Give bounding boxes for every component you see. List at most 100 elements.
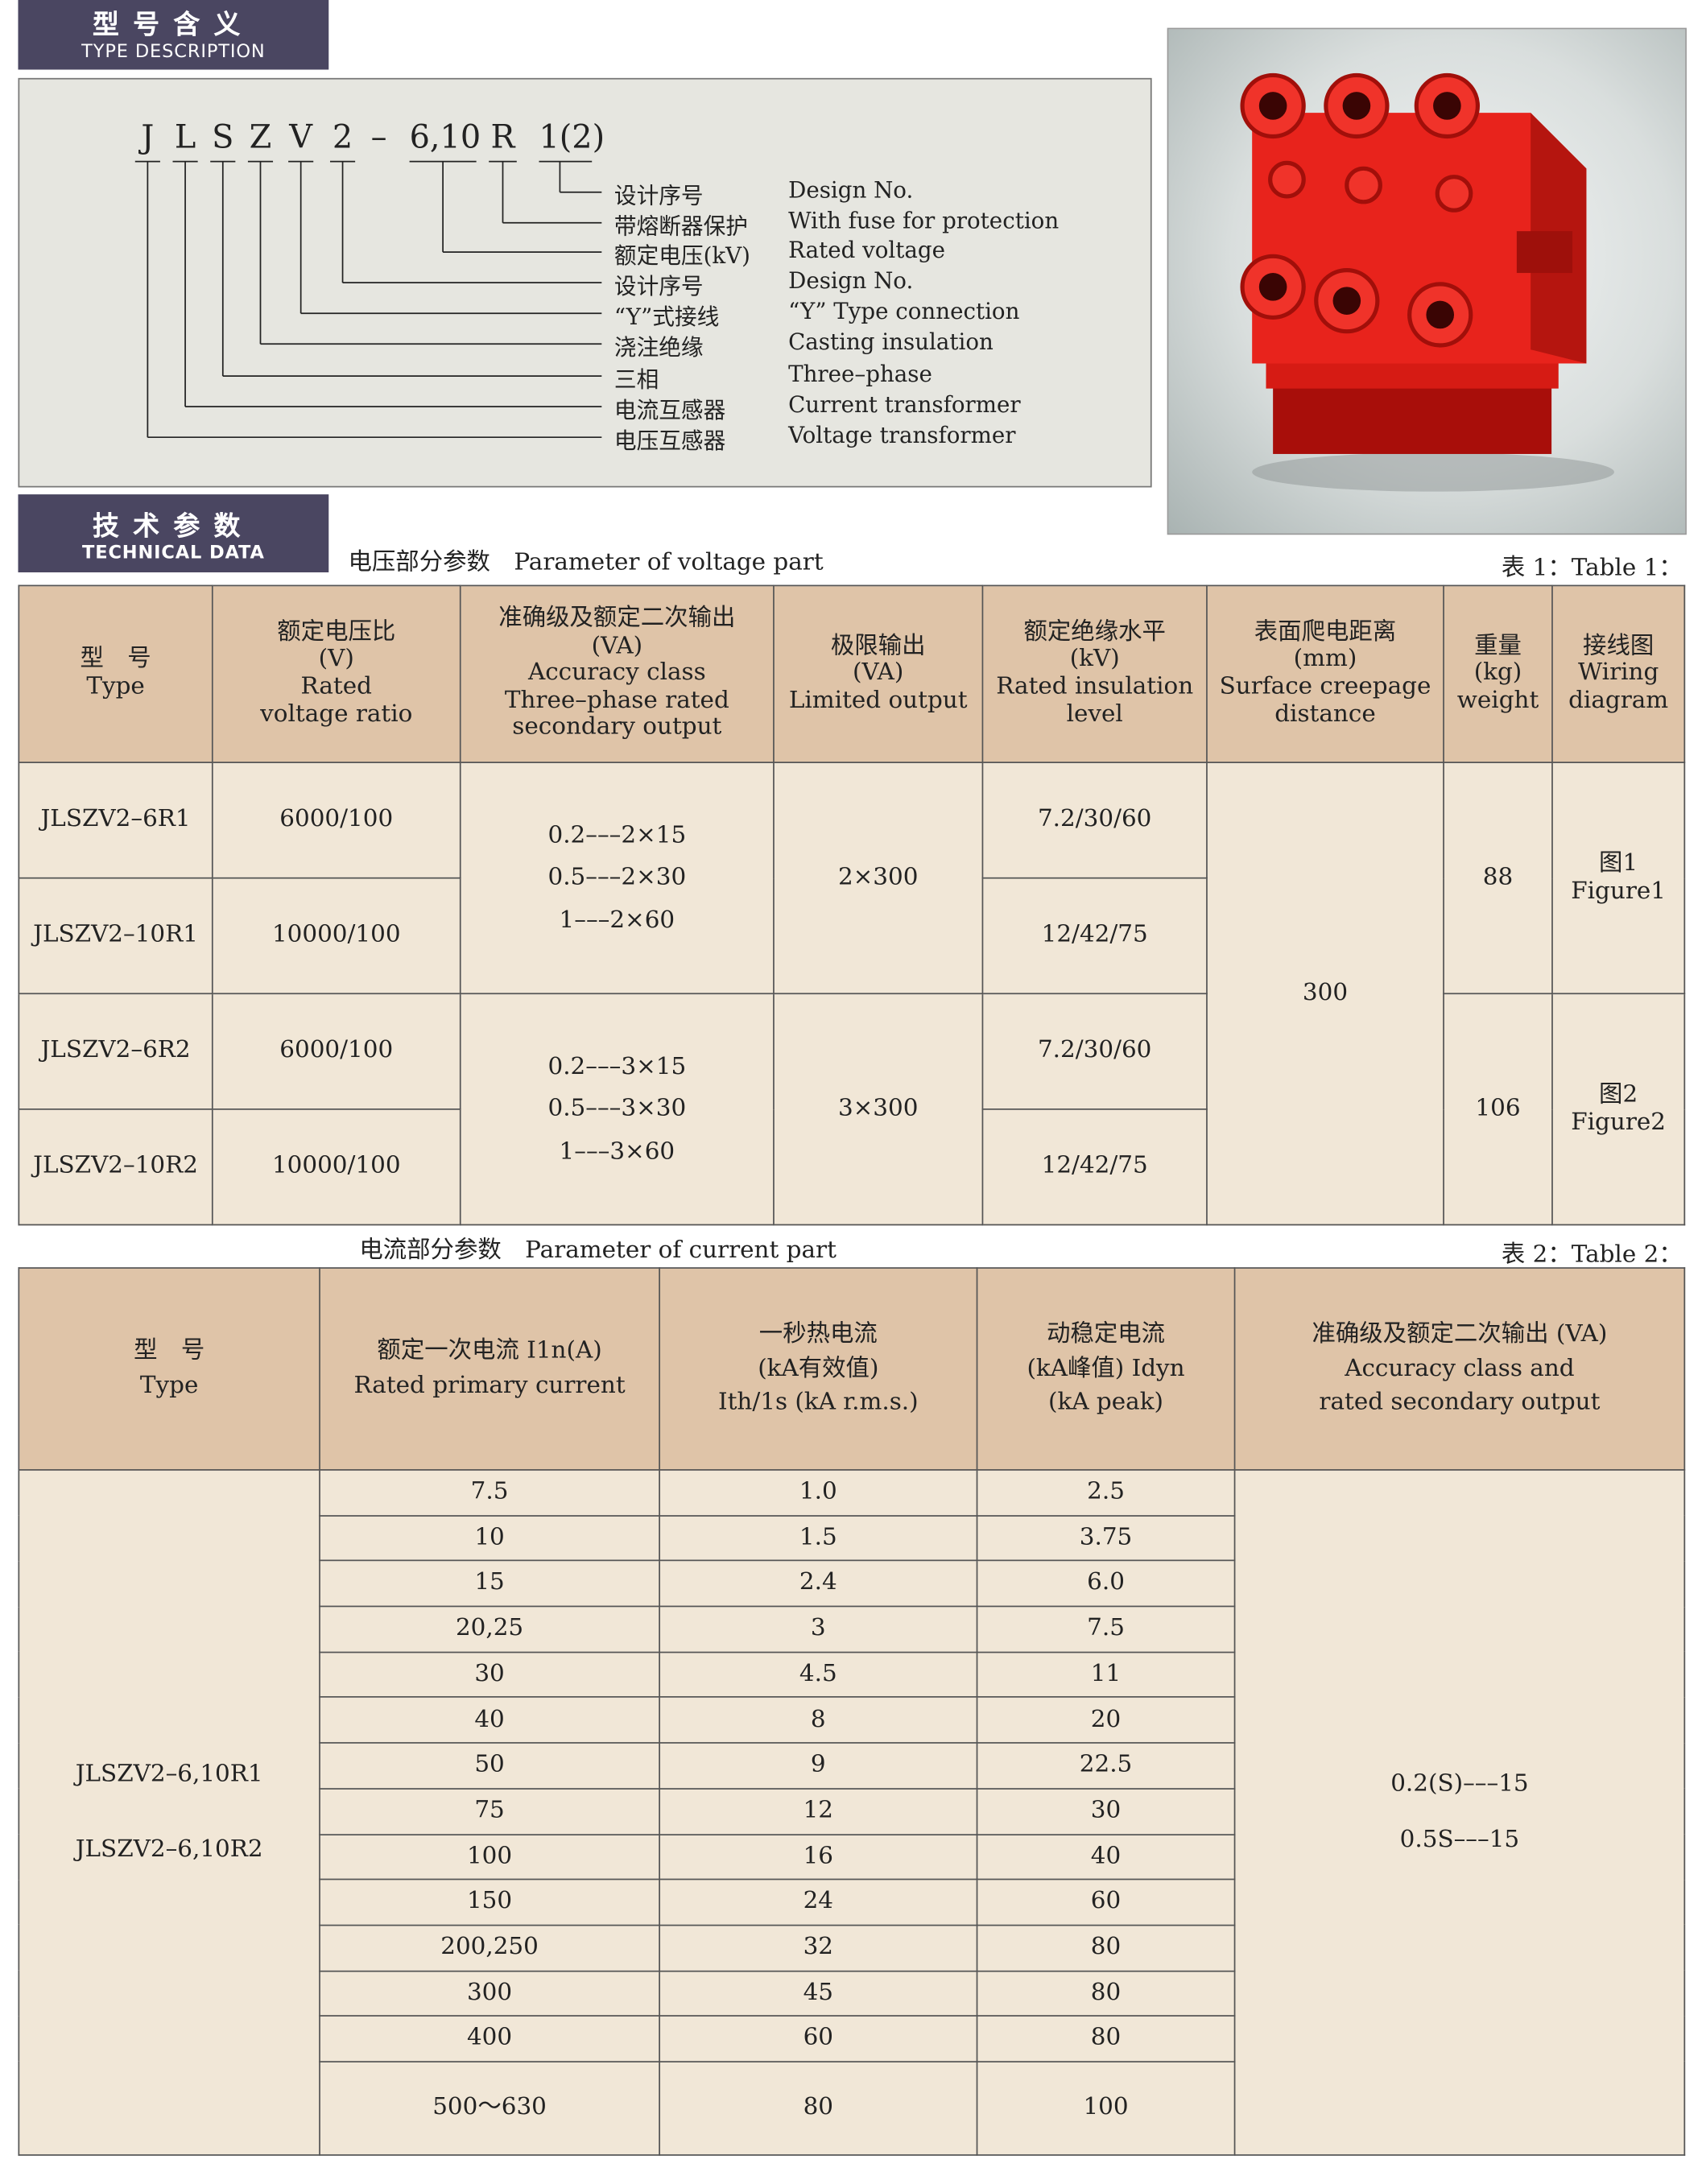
primary-current-cell: 20,25: [319, 1605, 660, 1653]
table1-header-cell: 重量 (kg) weight: [1443, 584, 1553, 763]
table1-header-cell-line: (V): [318, 645, 354, 674]
accuracy-cell-line: 0.2–––3×15: [547, 1052, 687, 1080]
primary-current-cell: 40: [319, 1696, 660, 1744]
primary-current-cell: 30: [319, 1651, 660, 1699]
wiring-cell-line: 图2: [1599, 1080, 1638, 1109]
legend-cn: 电流互感器: [613, 397, 726, 423]
table1-header-cell-line: distance: [1274, 700, 1376, 728]
type-code-part: –: [370, 119, 387, 156]
table1-header-cell-line: (kV): [1069, 645, 1120, 674]
table1-header-cell-line: 额定绝缘水平: [1023, 617, 1166, 646]
table1-header-cell-line: 准确级及额定二次输出: [498, 604, 736, 633]
table-row: 200,250 32 80: [19, 1924, 1684, 1971]
dynamic-current-cell: 100: [976, 2061, 1236, 2156]
type-cell-line: JLSZV2–6,10R1: [75, 1760, 263, 1789]
table-row: JLSZV2–6R2 6000/100 0.2–––3×15 0.5–––3×30 1–…: [18, 993, 1686, 1226]
table1-header-cell-line: Limited output: [788, 686, 968, 715]
type-description-box: [18, 77, 1152, 488]
table1-header-cell-line: diagram: [1568, 686, 1669, 715]
accuracy-cell-line: 0.2–––2×15: [547, 820, 687, 849]
accuracy-cell-line: 1–––2×60: [559, 906, 675, 935]
legend-cn: 带熔断器保护: [613, 213, 748, 240]
accuracy-cell-line: 0.5–––2×30: [547, 863, 687, 892]
thermal-current-cell: 4.5: [659, 1651, 978, 1699]
wiring-cell-line: Figure1: [1571, 876, 1667, 905]
table2-header-cell: 额定一次电流 I1n(A) Rated primary current: [319, 1267, 660, 1471]
wiring-cell: 图2 Figure2: [1551, 993, 1686, 1226]
dynamic-current-cell: 22.5: [976, 1742, 1236, 1790]
table1-header-cell-line: (VA): [591, 631, 643, 660]
type-code-part: J: [141, 119, 155, 156]
table-row: 300 45 80: [19, 1970, 1684, 2017]
creepage-cell: 300: [1206, 762, 1444, 1226]
voltage-parameter-table: 型 号 Type 额定电压比 (V) Rated voltage ratio 准确级及额定二…: [18, 584, 1686, 1226]
primary-current-cell: 400: [319, 2015, 660, 2062]
table-row: 10 1.5 3.75: [19, 1514, 1684, 1562]
dynamic-current-cell: 20: [976, 1696, 1236, 1744]
legend-cn: “Y”式接线: [613, 303, 720, 330]
primary-current-cell: 75: [319, 1787, 660, 1835]
table-row: JLSZV2–10R1 10000/100 12/42/75: [18, 877, 1684, 995]
table2-header-cell-line: (kA有效值): [758, 1354, 879, 1383]
primary-current-cell: 10: [319, 1514, 660, 1562]
table2-header-cell-line: (kA峰值) Idyn: [1027, 1354, 1185, 1383]
table2-header-cell-line: Rated primary current: [353, 1371, 626, 1400]
thermal-current-cell: 1.5: [659, 1514, 978, 1562]
type-cell: JLSZV2–6R1: [18, 762, 213, 879]
table1-header-cell-line: Rated: [300, 672, 372, 701]
primary-current-cell: 100: [319, 1833, 660, 1881]
table-row: 150 24 60: [19, 1878, 1684, 1926]
legend-en: Casting insulation: [788, 328, 994, 356]
table2-header-row: 型 号 Type 额定一次电流 I1n(A) Rated primary curren…: [18, 1267, 1686, 1471]
table2-header-cell-line: Accuracy class and: [1345, 1354, 1575, 1383]
dynamic-current-cell: 80: [976, 1970, 1236, 2017]
primary-current-cell: 500～630: [319, 2061, 660, 2156]
dynamic-current-cell: 40: [976, 1833, 1236, 1881]
table-row: 30 4.5 11: [19, 1651, 1684, 1699]
thermal-current-cell: 45: [659, 1970, 978, 2017]
table-row: 20,25 3 7.5: [19, 1605, 1684, 1653]
type-code-part: L: [174, 119, 196, 156]
type-code-connector-lines: [134, 160, 602, 439]
table2-header-cell-line: Type: [139, 1371, 199, 1400]
table2-header-cell-line: 额定一次电流 I1n(A): [377, 1337, 602, 1365]
thermal-current-cell: 1.0: [659, 1469, 978, 1517]
legend-cn: 额定电压(kV): [613, 242, 750, 269]
table1-header-cell: 接线图 Wiring diagram: [1551, 584, 1686, 763]
type-cell: JLSZV2–6R2: [18, 993, 213, 1110]
table1-header-cell-line: weight: [1456, 686, 1539, 715]
limited-output-cell: 3×300: [773, 993, 984, 1226]
type-description-banner: 型号含义 TYPE DESCRIPTION: [18, 0, 329, 70]
product-photo: [1167, 27, 1687, 535]
legend-cn: 三相: [613, 365, 659, 393]
banner-title-en: TYPE DESCRIPTION: [81, 41, 266, 63]
dynamic-current-cell: 30: [976, 1787, 1236, 1835]
thermal-current-cell: 2.4: [659, 1560, 978, 1608]
table-row: 40 8 20: [19, 1696, 1684, 1744]
limited-output-cell: 2×300: [773, 762, 984, 995]
table-row: JLSZV2–6R1 6000/100 0.2–––2×15 0.5–––2×30 1–…: [18, 762, 1686, 1226]
type-cell: JLSZV2–10R1: [18, 877, 213, 995]
table1-header-cell-line: level: [1066, 700, 1123, 728]
table1-caption: 电压部分参数 Parameter of voltage part: [348, 548, 824, 577]
dynamic-current-cell: 11: [976, 1651, 1236, 1699]
insulation-cell: 7.2/30/60: [981, 993, 1208, 1110]
dynamic-current-cell: 3.75: [976, 1514, 1236, 1562]
thermal-current-cell: 16: [659, 1833, 978, 1881]
table1-header-cell-line: 型 号: [80, 645, 151, 674]
table1-header-cell: 额定绝缘水平 (kV) Rated insulation level: [981, 584, 1208, 763]
dynamic-current-cell: 2.5: [976, 1469, 1236, 1517]
insulation-cell: 12/42/75: [981, 877, 1208, 995]
table2-header-cell-line: 准确级及额定二次输出 (VA): [1312, 1319, 1608, 1348]
accuracy-cell-line: 0.5–––3×30: [547, 1095, 687, 1123]
banner-title-en: TECHNICAL DATA: [82, 543, 265, 564]
transformer-image: [1240, 72, 1614, 492]
type-code-part: 1(2): [539, 119, 605, 156]
table2-header-cell-line: 型 号: [134, 1337, 205, 1365]
type-code-part: R: [490, 119, 515, 156]
table1-label: 表 1：Table 1：: [1501, 554, 1683, 583]
thermal-current-cell: 24: [659, 1878, 978, 1926]
table1-header-cell-line: voltage ratio: [260, 700, 413, 728]
accuracy-cell-line: 0.5S–––15: [1399, 1826, 1520, 1855]
table1-header-cell-line: 额定电压比: [277, 617, 396, 646]
